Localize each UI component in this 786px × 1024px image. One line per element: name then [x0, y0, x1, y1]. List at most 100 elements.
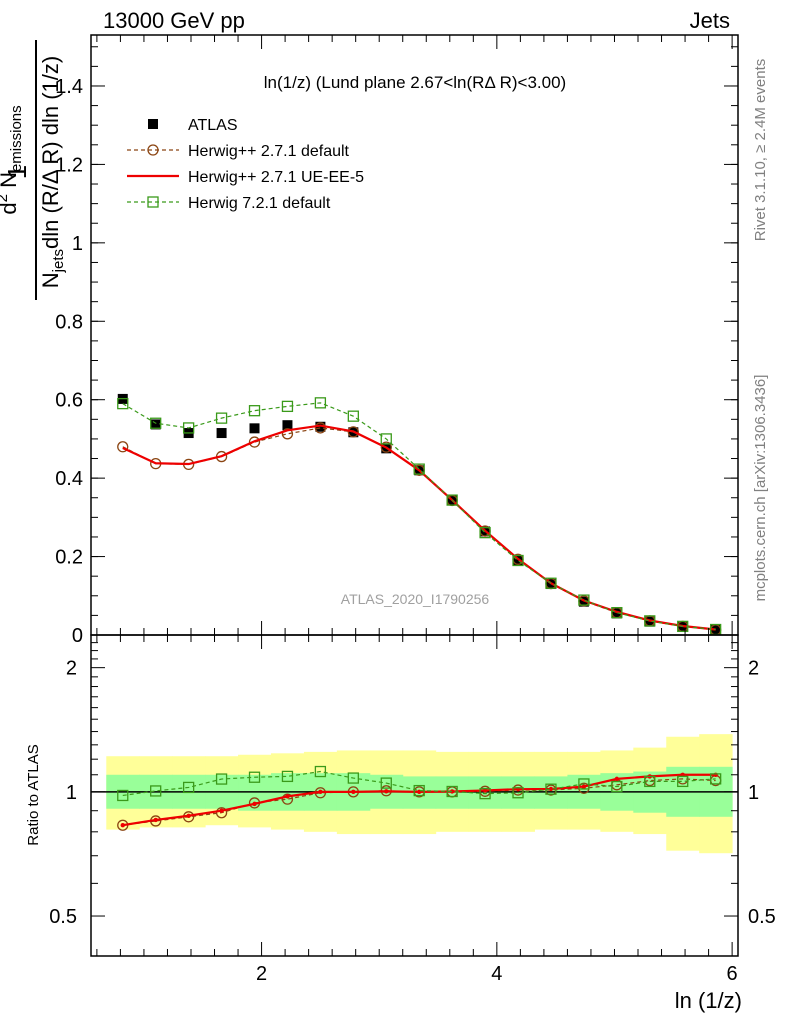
main-ytick-label: 1	[72, 233, 83, 255]
ratio-point-herwigpp_ueee5-6	[318, 789, 323, 795]
ratio-point-herwig7_default-6	[314, 765, 327, 778]
main-point-herwig7_default-15	[611, 606, 623, 619]
ylabel-one: 1	[2, 165, 32, 179]
ratio-xtick-label: 4	[491, 963, 502, 985]
ratio-point-herwig7_default-3	[215, 773, 228, 785]
ratio-point-herwig7_default-10	[446, 785, 458, 798]
ratio-series-line-herwig7_default	[122, 770, 716, 797]
ylabel-numerator: d2 Nemissions	[0, 105, 25, 214]
ratio-point-herwigpp_default-3	[215, 807, 228, 819]
main-point-herwig7_default-6	[314, 397, 327, 409]
ratio-point-herwigpp_ueee5-15	[614, 776, 620, 782]
main-point-herwig7_default-4	[248, 405, 261, 417]
ratio-xtick-label: 2	[256, 963, 267, 985]
main-point-herwig7_default-8	[380, 433, 392, 445]
main-point-herwig7_default-3	[215, 412, 228, 424]
ratio-point-herwigpp_ueee5-0	[120, 823, 125, 828]
ratio-point-herwig7_default-11	[479, 787, 491, 800]
ratio-ytick-label-right: 0.5	[748, 906, 776, 928]
ratio-point-herwigpp_ueee5-4	[252, 801, 257, 807]
ratio-ytick-label: 0.5	[49, 906, 77, 928]
rivet-version-label: Rivet 3.1.10, ≥ 2.4M events	[752, 59, 769, 242]
main-point-herwig7_default-11	[479, 526, 491, 539]
analysis-watermark: ATLAS_2020_I1790256	[341, 591, 490, 607]
legend-label-herwigpp_ueee5: Herwig++ 2.7.1 UE-EE-5	[188, 169, 364, 186]
main-chart-title: ln(1/z) (Lund plane 2.67<ln(RΔ R)<3.00)	[264, 73, 566, 92]
header-jets-label: Jets	[690, 8, 730, 33]
main-point-herwigpp_default-7	[347, 426, 359, 438]
main-point-herwig7_default-7	[347, 410, 359, 422]
ratio-point-herwig7_default-0	[117, 789, 129, 802]
ratio-point-herwig7_default-12	[512, 787, 524, 799]
main-panel: 0 0.2 0.4 0.6 0.8 1 1.2 1.4 ln(1/z) (Lund plane …	[0, 34, 739, 647]
ylabel-njets: Njetsdln (R/Δ R) dln (1/z)	[38, 56, 67, 288]
ratio-point-herwigpp_ueee5-2	[186, 813, 191, 818]
main-ytick-label: 0.2	[55, 547, 83, 569]
main-point-herwig7_default-9	[413, 463, 425, 475]
ratio-point-herwig7_default-8	[380, 777, 392, 789]
main-point-herwigpp_default-8	[380, 441, 392, 453]
ratio-point-herwigpp_ueee5-18	[713, 772, 718, 777]
ratio-point-herwigpp_ueee5-1	[153, 817, 158, 823]
ratio-point-herwig7_default-2	[182, 781, 195, 794]
ratio-point-herwigpp_ueee5-7	[351, 789, 356, 795]
main-point-atlas-6	[315, 421, 326, 432]
main-point-atlas-14	[578, 596, 589, 607]
main-point-herwig7_default-5	[281, 400, 294, 413]
main-ytick-label: 1.2	[55, 154, 83, 176]
legend: ATLAS Herwig++ 2.7.1 default Herwig++ 2.7.…	[127, 117, 364, 212]
ratio-point-herwigpp_ueee5-11	[482, 788, 488, 793]
header-process-label: 13000 GeV pp	[103, 8, 245, 33]
x-axis-label: ln (1/z)	[675, 988, 742, 1013]
ratio-point-herwig7_default-15	[611, 780, 623, 793]
ratio-point-herwig7_default-4	[248, 771, 261, 783]
ratio-ytick-label-right: 1	[748, 782, 759, 804]
legend-marker-atlas	[148, 119, 158, 129]
main-point-herwig7_default-13	[545, 577, 557, 589]
ratio-point-herwigpp_ueee5-5	[285, 794, 290, 799]
legend-label-atlas: ATLAS	[188, 117, 238, 134]
ratio-point-herwig7_default-17	[677, 775, 689, 788]
main-point-herwig7_default-16	[644, 615, 656, 627]
main-point-atlas-15	[611, 608, 622, 619]
ratio-point-herwig7_default-1	[150, 785, 162, 797]
ratio-ytick-label-right: 2	[748, 658, 759, 680]
legend-marker-herwigpp_default	[147, 144, 159, 156]
main-point-herwigpp_default-0	[117, 441, 129, 453]
ratio-point-herwig7_default-14	[578, 778, 590, 790]
main-ytick-label: 0.4	[55, 468, 83, 490]
main-point-atlas-1	[150, 419, 161, 430]
legend-marker-herwig7_default	[147, 196, 159, 208]
ratio-point-herwig7_default-18	[709, 773, 722, 785]
ratio-point-herwigpp_ueee5-8	[384, 789, 389, 794]
mcplots-label: mcplots.cern.ch [arXiv:1306.3436]	[752, 375, 769, 602]
ratio-point-herwig7_default-9	[413, 784, 425, 797]
main-ylabel: 1 Njetsdln (R/Δ R) dln (1/z) d2 Nemissions	[0, 40, 67, 300]
ratio-point-herwigpp_ueee5-3	[219, 808, 224, 813]
ratio-point-herwigpp_ueee5-14	[581, 784, 587, 789]
main-point-herwigpp_default-4	[248, 436, 261, 448]
main-point-herwigpp_default-6	[314, 422, 327, 434]
ratio-point-herwigpp_default-5	[281, 793, 294, 805]
ratio-point-herwigpp_ueee5-10	[449, 789, 455, 794]
ratio-xtick-label: 6	[727, 963, 738, 985]
ratio-point-herwig7_default-5	[281, 770, 294, 783]
main-point-atlas-16	[644, 616, 655, 627]
main-point-herwig7_default-0	[117, 397, 129, 410]
main-ytick-label: 0	[72, 625, 83, 647]
main-point-herwig7_default-2	[182, 422, 195, 434]
ratio-point-herwig7_default-13	[545, 783, 557, 795]
ratio-point-herwigpp_ueee5-13	[548, 786, 554, 792]
main-point-herwig7_default-10	[446, 494, 458, 506]
main-series-line-herwig7_default	[122, 402, 716, 631]
main-ytick-label: 0.6	[55, 390, 83, 412]
ratio-frame	[90, 634, 739, 957]
main-point-atlas-18	[710, 624, 721, 635]
legend-label-herwigpp_default: Herwig++ 2.7.1 default	[188, 143, 350, 160]
main-point-herwig7_default-1	[150, 417, 162, 429]
main-point-herwig7_default-12	[512, 554, 524, 567]
main-point-herwigpp_default-5	[281, 428, 294, 440]
legend-label-herwig7_default: Herwig 7.2.1 default	[188, 195, 331, 212]
main-series-line-herwigpp_ueee5	[122, 424, 716, 631]
